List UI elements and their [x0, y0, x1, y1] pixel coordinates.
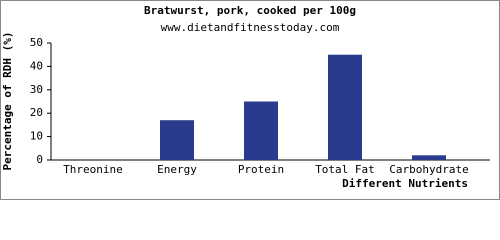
y-tick-label: 0 [36, 153, 43, 166]
frame [0, 0, 500, 200]
y-tick-label: 10 [30, 130, 43, 143]
bar [412, 155, 446, 160]
x-tick-label: Energy [157, 163, 197, 176]
bar [160, 120, 194, 160]
bar [244, 101, 278, 160]
x-tick-label: Threonine [63, 163, 123, 176]
chart-title: Bratwurst, pork, cooked per 100g [144, 4, 356, 17]
bar [328, 54, 362, 161]
y-tick-label: 20 [30, 106, 43, 119]
y-tick-label: 40 [30, 59, 43, 72]
chart-subtitle: www.dietandfitnesstoday.com [161, 21, 340, 34]
y-tick-label: 50 [30, 36, 43, 49]
x-axis-title: Different Nutrients [342, 177, 468, 190]
x-tick-label: Protein [238, 163, 284, 176]
y-axis-title: Percentage of RDH (%) [1, 31, 14, 170]
x-tick-label: Total Fat [315, 163, 375, 176]
y-tick-label: 30 [30, 83, 43, 96]
chart: Bratwurst, pork, cooked per 100g www.die… [0, 0, 500, 200]
x-tick-label: Carbohydrate [389, 163, 468, 176]
